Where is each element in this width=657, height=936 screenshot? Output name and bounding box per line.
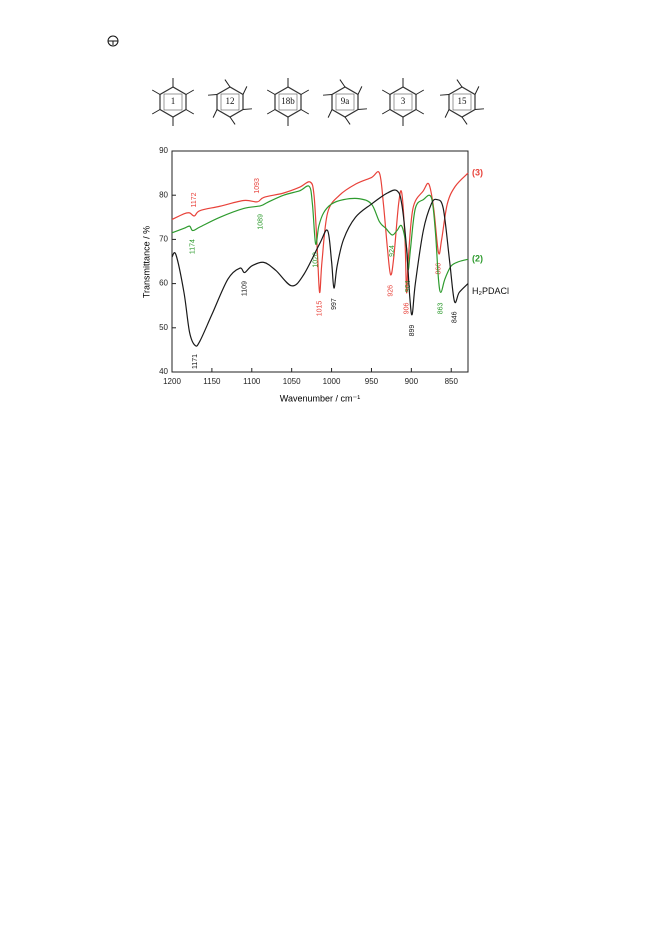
x-tick-label: 1150	[203, 377, 221, 386]
peak-label: 1174	[190, 239, 197, 254]
y-tick-label: 60	[159, 279, 168, 288]
peak-label: 924	[389, 245, 396, 257]
peak-label: 1015	[316, 301, 323, 317]
y-tick-label: 50	[159, 323, 168, 332]
mode-label: 1	[171, 96, 176, 106]
peak-label: 863	[438, 302, 445, 314]
peak-label: 846	[451, 311, 458, 323]
displacement-arrows	[439, 79, 485, 125]
spectrum-line	[171, 185, 469, 294]
mode-box	[335, 93, 355, 111]
mode-label: 3	[401, 96, 406, 106]
header-icon	[107, 35, 119, 47]
peak-label: 1020	[312, 252, 319, 268]
peak-label: 899	[409, 325, 416, 337]
series-label: (3)	[472, 167, 483, 177]
vibration-modes: 1 12 18b 9a 3 15	[151, 78, 485, 126]
spectrum-line	[171, 189, 469, 347]
mode-box	[278, 93, 298, 111]
displacement-arrows	[381, 78, 425, 126]
x-tick-label: 850	[445, 377, 459, 386]
plot-frame	[171, 150, 469, 373]
peak-label: 926	[387, 285, 394, 297]
x-tick-label: 1050	[283, 377, 301, 386]
peak-label: 1093	[254, 178, 261, 194]
peak-label: 1172	[191, 192, 198, 207]
x-tick-label: 950	[365, 377, 379, 386]
displacement-arrows	[266, 78, 310, 126]
y-tick-label: 40	[159, 367, 168, 376]
mode-label: 9a	[341, 96, 350, 106]
y-tick-label: 90	[159, 146, 168, 155]
mode-label: 12	[226, 96, 235, 106]
mode-label: 18b	[281, 96, 295, 106]
peak-label: 1171	[192, 354, 199, 369]
mode-box	[220, 93, 240, 111]
mode-box	[163, 93, 183, 111]
peak-label: 906	[403, 302, 410, 314]
x-axis-title: Wavenumber / cm⁻¹	[280, 393, 360, 403]
series-label: H₂PDACl	[472, 286, 509, 296]
y-tick-label: 70	[159, 235, 168, 244]
mode-label: 15	[458, 96, 468, 106]
y-tick-label: 80	[159, 190, 168, 199]
mode-box	[452, 93, 472, 111]
y-axis-title: Transmittance / %	[141, 226, 151, 298]
x-tick-label: 1000	[323, 377, 341, 386]
spectrum-line	[171, 171, 469, 294]
series-label: (2)	[472, 254, 483, 264]
peak-label: 997	[331, 298, 338, 310]
x-tick-label: 1100	[243, 377, 261, 386]
displacement-arrows	[322, 79, 368, 125]
x-tick-label: 1200	[163, 377, 181, 386]
peak-label: 1089	[257, 214, 264, 230]
x-tick-label: 900	[405, 377, 419, 386]
displacement-arrows	[151, 78, 195, 126]
mode-box	[393, 93, 413, 111]
peak-label: 866	[435, 263, 442, 275]
peak-label: 1109	[241, 281, 248, 296]
displacement-arrows	[207, 79, 253, 125]
